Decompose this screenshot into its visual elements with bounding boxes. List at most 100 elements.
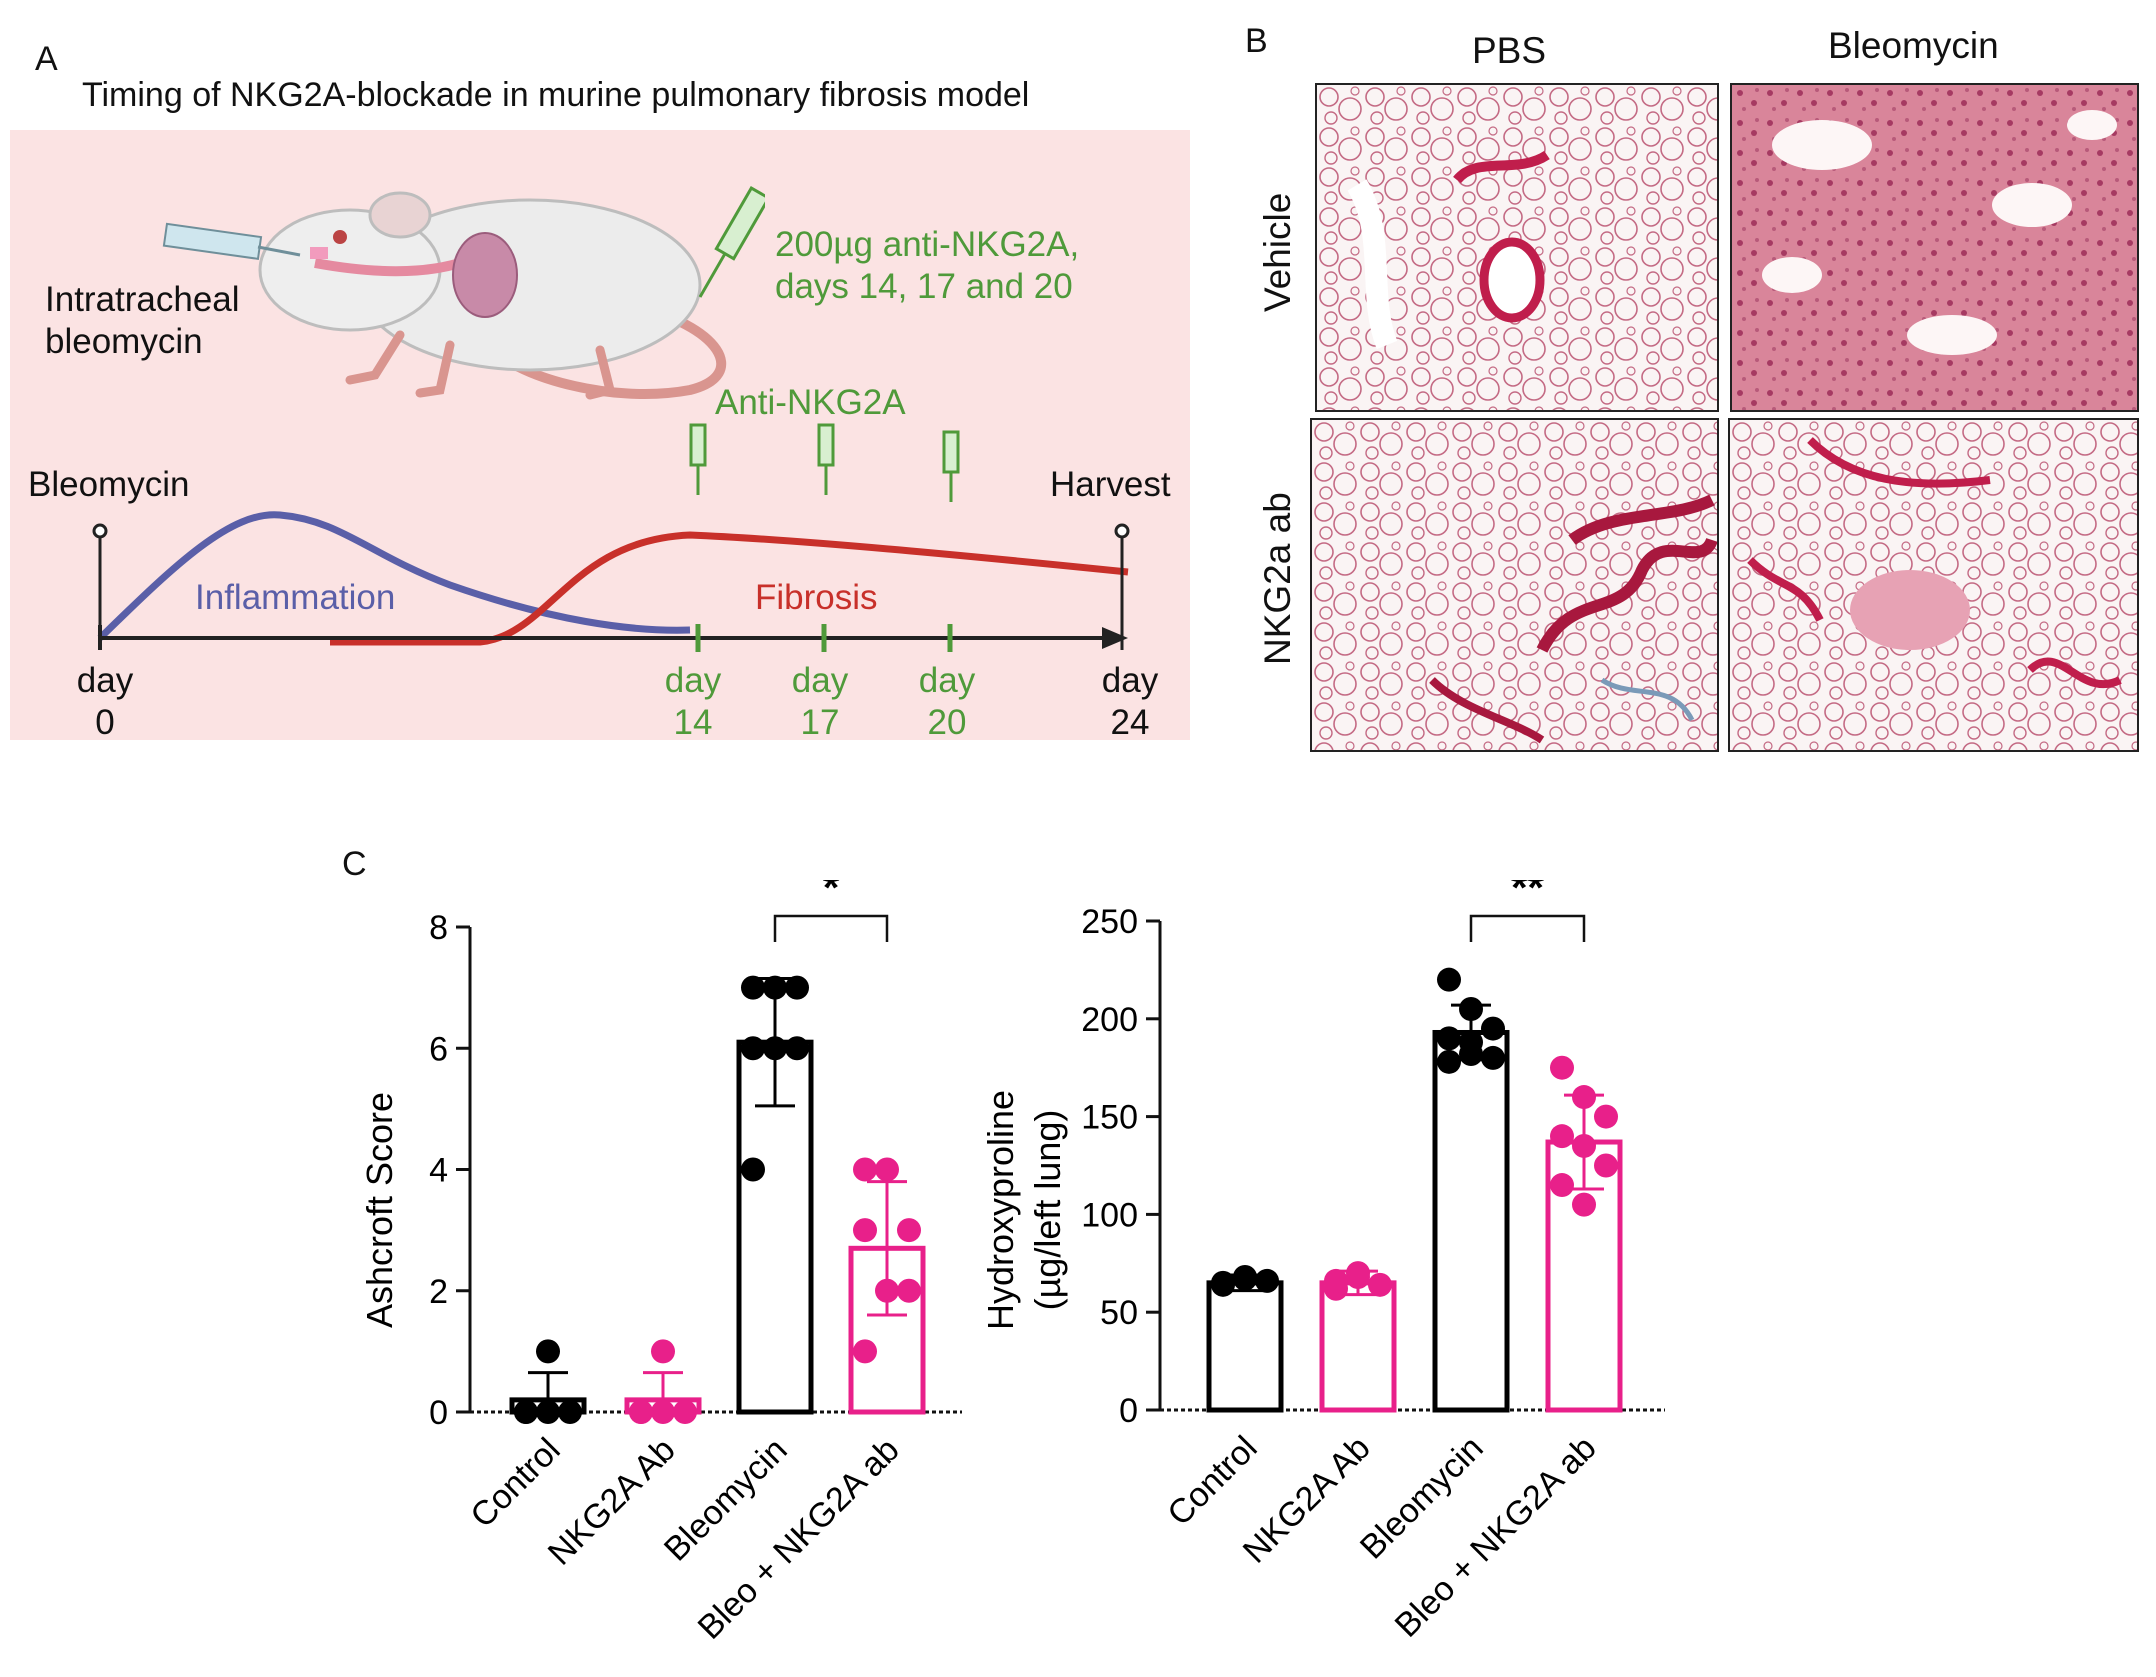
dose-label-line1: 200µg anti-NKG2A,: [775, 225, 1080, 264]
mouse-illustration-icon: [162, 191, 727, 400]
day-14-label: day 14: [648, 660, 738, 744]
dose-label-line2: days 14, 17 and 20: [775, 267, 1073, 306]
bleomycin-start-label: Bleomycin: [28, 465, 190, 504]
data-point: [853, 1157, 877, 1182]
data-point: [1437, 1049, 1461, 1074]
x-tick-label: Control: [463, 1431, 567, 1535]
hydroxyproline-chart: Hydroxyproline (µg/left lung) 0 50 100 150 2…: [980, 880, 1665, 1645]
bar: [1319, 1280, 1397, 1413]
data-point: [651, 1339, 675, 1364]
day-0-label: day 0: [60, 660, 150, 744]
y-tick-label: 150: [1081, 1099, 1138, 1137]
data-point: [1324, 1268, 1348, 1293]
y-tick-label: 0: [429, 1394, 448, 1432]
data-point: [1572, 1085, 1596, 1110]
x-tick-label: Control: [1160, 1429, 1264, 1533]
x-tick-label: NKG2A Ab: [541, 1431, 683, 1573]
x-tick-label: Bleo + NKG2A ab: [691, 1431, 907, 1647]
row-header-nkg2a-ab: NKG2a ab: [1257, 492, 1298, 665]
panel-b-label: B: [1245, 22, 1268, 60]
data-point: [763, 975, 787, 1000]
data-point: [1437, 1026, 1461, 1051]
data-point: [536, 1400, 560, 1424]
day-word: day: [918, 661, 976, 700]
significance-bracket: [773, 914, 889, 942]
data-point: [1594, 1104, 1618, 1129]
fibrosis-label: Fibrosis: [755, 578, 878, 617]
data-point: [1481, 1045, 1505, 1070]
data-point: [741, 1157, 765, 1182]
data-point: [1594, 1153, 1618, 1178]
panel-a-title: Timing of NKG2A-blockade in murine pulmo…: [82, 76, 1030, 114]
data-point: [897, 1278, 921, 1303]
data-point: [785, 1036, 809, 1061]
data-point: [651, 1400, 675, 1424]
day-number: 17: [800, 703, 840, 742]
data-point: [875, 1278, 899, 1303]
data-point: [1211, 1272, 1235, 1297]
harvest-label: Harvest: [1050, 465, 1171, 504]
data-point: [741, 975, 765, 1000]
row-header-vehicle: Vehicle: [1257, 192, 1298, 312]
data-point: [897, 1218, 921, 1243]
column-header-pbs: PBS: [1472, 30, 1547, 71]
data-point: [536, 1339, 560, 1364]
day-20-label: day 20: [902, 660, 992, 744]
timeline-chart: [92, 423, 1130, 652]
day-number: 20: [927, 703, 967, 742]
data-point: [1233, 1266, 1257, 1291]
panel-a-label: A: [35, 40, 58, 78]
data-point: [1255, 1268, 1279, 1293]
inflammation-label: Inflammation: [195, 578, 396, 617]
y-tick-label: 200: [1081, 1001, 1138, 1039]
y-tick-label: 2: [429, 1273, 448, 1311]
day-17-label: day 17: [775, 660, 865, 744]
data-point: [853, 1218, 877, 1243]
data-point: [875, 1157, 899, 1182]
data-point: [763, 1036, 787, 1061]
histology-pbs-nkg2a: [1310, 418, 1719, 752]
data-point: [853, 1339, 877, 1364]
data-point: [741, 1036, 765, 1061]
anti-nkg2a-label: Anti-NKG2A: [715, 383, 906, 422]
bar: [848, 1245, 926, 1415]
data-point: [1459, 997, 1483, 1022]
data-point: [1437, 967, 1461, 992]
data-point: [1459, 1042, 1483, 1067]
data-point: [1550, 1173, 1574, 1198]
data-point: [1481, 1016, 1505, 1041]
data-point: [1550, 1055, 1574, 1080]
data-point: [1346, 1264, 1370, 1289]
data-point: [1550, 1124, 1574, 1149]
histology-bleomycin-nkg2a: [1728, 418, 2139, 752]
day-word: day: [76, 661, 134, 700]
data-point: [673, 1400, 697, 1424]
day-word: day: [791, 661, 849, 700]
data-point: [558, 1400, 582, 1424]
data-point: [629, 1400, 653, 1424]
data-point: [1572, 1192, 1596, 1217]
y-axis-label: Ashcroft Score: [359, 1092, 400, 1328]
syringe-icon: [698, 185, 765, 298]
day-number: 0: [95, 703, 115, 742]
significance-bracket: [1469, 914, 1586, 942]
day-number: 14: [673, 703, 713, 742]
intratracheal-label-line2: bleomycin: [45, 322, 203, 361]
y-axis-label-line2: (µg/left lung): [1027, 1110, 1068, 1311]
panel-c-label: C: [342, 845, 367, 883]
significance-label: *: [823, 880, 840, 911]
histology-pbs-vehicle: [1315, 83, 1719, 412]
day-word: day: [664, 661, 722, 700]
bar: [1432, 1029, 1510, 1413]
day-word: day: [1101, 661, 1159, 700]
intratracheal-label-line1: Intratracheal: [45, 280, 240, 319]
y-axis-label-line1: Hydroxyproline: [980, 1090, 1021, 1330]
data-point: [785, 975, 809, 1000]
y-tick-label: 6: [429, 1030, 448, 1068]
data-point: [1368, 1272, 1392, 1297]
column-header-bleomycin: Bleomycin: [1828, 25, 1999, 66]
y-tick-label: 4: [429, 1152, 448, 1190]
